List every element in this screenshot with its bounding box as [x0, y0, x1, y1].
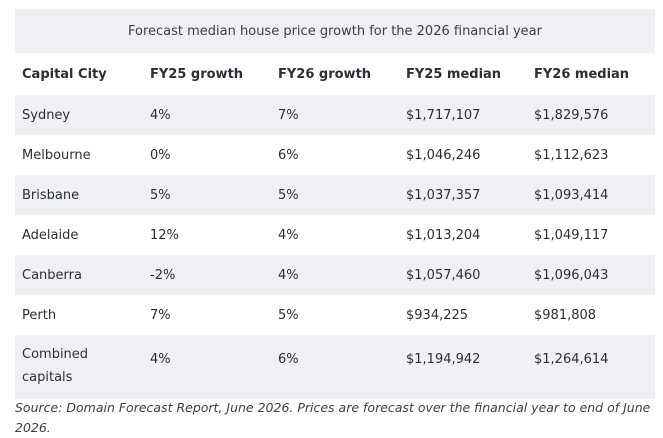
header-fy26-median: FY26 median — [534, 66, 630, 82]
table-row: Perth 7% 5% $934,225 $981,808 — [15, 295, 655, 335]
fy26-median-cell: $1,264,614 — [534, 352, 609, 367]
fy25-median-cell: $1,037,357 — [406, 187, 481, 203]
city-cell: Perth — [22, 307, 57, 323]
fy25-growth-cell: 5% — [150, 187, 171, 203]
fy25-growth-cell: 0% — [150, 147, 171, 163]
city-cell: Combined capitals — [22, 347, 89, 385]
fy26-growth-cell: 6% — [278, 147, 299, 163]
fy26-median-cell: $1,096,043 — [534, 267, 609, 283]
header-fy25-growth: FY25 growth — [150, 66, 244, 82]
table-row: Adelaide 12% 4% $1,013,204 $1,049,117 — [15, 215, 655, 255]
fy25-growth-cell: 7% — [150, 307, 171, 323]
fy26-median-cell: $981,808 — [534, 307, 597, 323]
fy25-growth-cell: 4% — [150, 352, 171, 367]
fy25-growth-cell: 12% — [150, 227, 179, 243]
fy25-growth-cell: -2% — [150, 267, 176, 283]
fy25-median-cell: $934,225 — [406, 307, 469, 323]
fy26-growth-cell: 4% — [278, 267, 299, 283]
fy26-growth-cell: 5% — [278, 307, 299, 323]
header-capital-city: Capital City — [22, 66, 107, 82]
fy26-growth-cell: 7% — [278, 107, 299, 123]
city-cell: Melbourne — [22, 147, 91, 163]
city-cell: Adelaide — [22, 227, 79, 243]
city-cell: Canberra — [22, 267, 82, 283]
fy26-median-cell: $1,112,623 — [534, 147, 609, 163]
table-row: Brisbane 5% 5% $1,037,357 $1,093,414 — [15, 175, 655, 215]
table-row: Sydney 4% 7% $1,717,107 $1,829,576 — [15, 95, 655, 135]
fy25-median-cell: $1,057,460 — [406, 267, 481, 283]
price-growth-table: Forecast median house price growth for t… — [15, 9, 655, 399]
fy26-median-cell: $1,093,414 — [534, 187, 609, 203]
city-cell: Sydney — [22, 107, 71, 123]
fy25-median-cell: $1,194,942 — [406, 352, 481, 367]
source-note: Source: Domain Forecast Report, June 202… — [15, 400, 651, 435]
table-caption: Forecast median house price growth for t… — [15, 9, 655, 53]
fy25-median-cell: $1,046,246 — [406, 147, 481, 163]
fy26-growth-cell: 6% — [278, 352, 299, 367]
fy25-growth-cell: 4% — [150, 107, 171, 123]
header-fy25-median: FY25 median — [406, 66, 502, 82]
table-row: Canberra -2% 4% $1,057,460 $1,096,043 — [15, 255, 655, 295]
city-cell: Brisbane — [22, 187, 80, 203]
fy25-median-cell: $1,013,204 — [406, 227, 481, 243]
fy26-growth-cell: 4% — [278, 227, 299, 243]
table-header-row: Capital City FY25 growth FY26 growth FY2… — [15, 53, 655, 95]
fy25-median-cell: $1,717,107 — [406, 107, 481, 123]
table-row: Combined capitals 4% 6% $1,194,942 $1,26… — [15, 335, 655, 399]
fy26-median-cell: $1,829,576 — [534, 107, 609, 123]
fy26-growth-cell: 5% — [278, 187, 299, 203]
table-row: Melbourne 0% 6% $1,046,246 $1,112,623 — [15, 135, 655, 175]
fy26-median-cell: $1,049,117 — [534, 227, 609, 243]
header-fy26-growth: FY26 growth — [278, 66, 372, 82]
